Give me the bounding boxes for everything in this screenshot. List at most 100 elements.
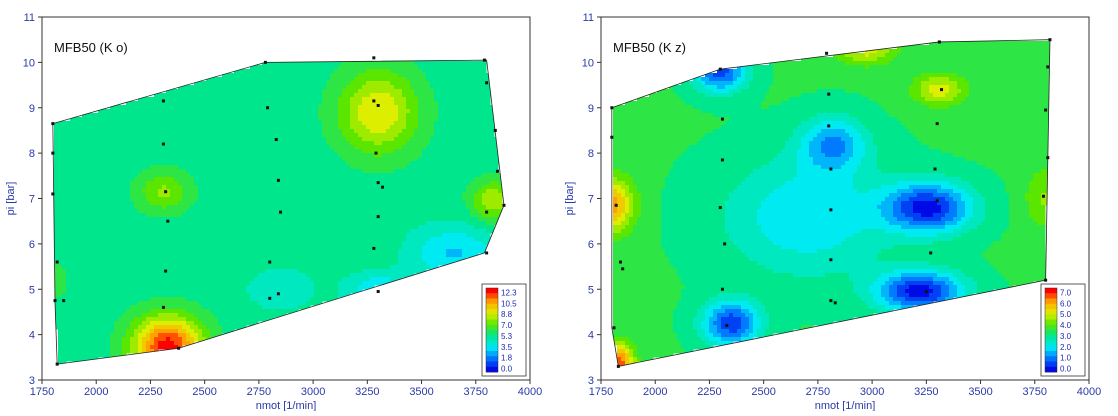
surface-cell: [314, 117, 319, 122]
surface-cell: [194, 261, 199, 266]
surface-cell: [174, 173, 179, 178]
surface-cell: [210, 285, 215, 290]
surface-cell: [138, 229, 143, 234]
surface-cell: [82, 153, 87, 158]
surface-cell: [114, 153, 119, 158]
surface-cell: [170, 301, 175, 306]
surface-cell: [362, 109, 367, 114]
surface-cell: [162, 249, 167, 254]
surface-cell: [322, 113, 327, 118]
surface-cell: [330, 273, 335, 278]
surface-cell: [142, 197, 147, 202]
surface-cell: [58, 333, 63, 338]
surface-cell: [142, 341, 147, 346]
surface-cell: [262, 101, 267, 106]
surface-cell: [150, 141, 155, 146]
surface-cell: [94, 229, 99, 234]
surface-cell: [342, 69, 347, 74]
surface-cell: [118, 121, 123, 126]
surface-cell: [198, 301, 203, 306]
surface-cell: [118, 157, 123, 162]
surface-cell: [54, 225, 59, 230]
surface-cell: [354, 161, 359, 166]
surface-cell: [254, 81, 259, 86]
surface-cell: [66, 197, 71, 202]
surface-cell: [350, 209, 355, 214]
surface-cell: [258, 141, 263, 146]
surface-cell: [298, 173, 303, 178]
surface-cell: [354, 73, 359, 78]
surface-cell: [278, 273, 283, 278]
surface-cell: [242, 141, 247, 146]
surface-cell: [122, 157, 127, 162]
surface-cell: [82, 205, 87, 210]
surface-cell: [182, 261, 187, 266]
surface-cell: [154, 153, 159, 158]
surface-cell: [90, 133, 95, 138]
surface-cell: [58, 249, 63, 254]
surface-cell: [278, 137, 283, 142]
surface-cell: [306, 177, 311, 182]
surface-cell: [210, 185, 215, 190]
surface-cell: [222, 141, 227, 146]
surface-cell: [166, 313, 171, 318]
surface-cell: [258, 145, 263, 150]
surface-cell: [294, 65, 299, 70]
surface-cell: [134, 269, 139, 274]
surface-cell: [282, 165, 287, 170]
surface-cell: [106, 201, 111, 206]
surface-cell: [342, 261, 347, 266]
surface-cell: [102, 209, 107, 214]
surface-cell: [114, 173, 119, 178]
surface-cell: [134, 281, 139, 286]
surface-cell: [90, 293, 95, 298]
surface-cell: [362, 89, 367, 94]
surface-cell: [222, 109, 227, 114]
surface-cell: [54, 229, 59, 234]
surface-cell: [54, 193, 59, 198]
surface-cell: [82, 137, 87, 142]
surface-cell: [354, 205, 359, 210]
surface-cell: [310, 81, 315, 86]
surface-cell: [334, 249, 339, 254]
surface-cell: [98, 133, 103, 138]
surface-cell: [334, 181, 339, 186]
surface-cell: [322, 181, 327, 186]
surface-cell: [214, 325, 219, 330]
surface-cell: [90, 217, 95, 222]
surface-cell: [166, 121, 171, 126]
surface-cell: [82, 225, 87, 230]
surface-cell: [94, 329, 99, 334]
surface-cell: [174, 153, 179, 158]
surface-cell: [130, 169, 135, 174]
surface-cell: [258, 221, 263, 226]
surface-cell: [362, 225, 367, 230]
surface-cell: [306, 133, 311, 138]
surface-cell: [182, 317, 187, 322]
surface-cell: [130, 113, 135, 118]
surface-cell: [98, 293, 103, 298]
surface-cell: [102, 269, 107, 274]
surface-cell: [258, 181, 263, 186]
surface-cell: [330, 81, 335, 86]
surface-cell: [222, 181, 227, 186]
surface-cell: [318, 65, 323, 70]
surface-cell: [354, 237, 359, 242]
surface-cell: [238, 129, 243, 134]
surface-cell: [350, 221, 355, 226]
surface-cell: [198, 157, 203, 162]
surface-cell: [178, 249, 183, 254]
surface-cell: [146, 237, 151, 242]
surface-cell: [310, 241, 315, 246]
surface-cell: [130, 313, 135, 318]
surface-cell: [102, 165, 107, 170]
surface-cell: [66, 309, 71, 314]
surface-cell: [298, 301, 303, 306]
surface-cell: [290, 209, 295, 214]
surface-cell: [106, 125, 111, 130]
surface-cell: [198, 257, 203, 262]
surface-cell: [154, 137, 159, 142]
surface-cell: [234, 133, 239, 138]
surface-cell: [354, 113, 359, 118]
surface-cell: [186, 221, 191, 226]
